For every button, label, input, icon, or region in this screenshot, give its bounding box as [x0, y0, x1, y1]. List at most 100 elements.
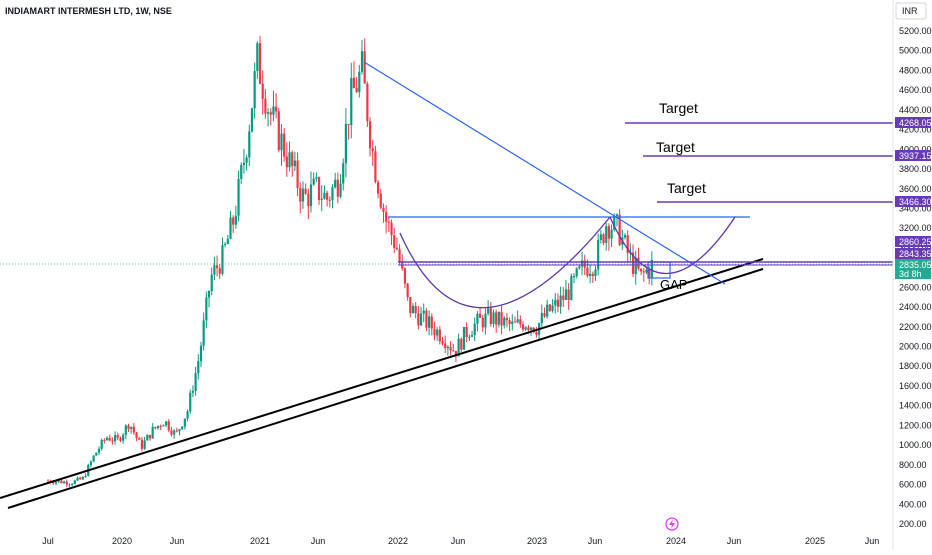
candle-body: [543, 313, 546, 317]
candles-layer: [46, 35, 653, 488]
candle-body: [605, 226, 608, 243]
time-axis[interactable]: Jul 2020 Jun 2021 Jun 2022 Jun 2023 Jun 2024 Jun 20…: [42, 536, 879, 546]
candle-body: [162, 425, 165, 427]
candle-body: [580, 260, 584, 267]
candle: [326, 190, 329, 207]
candle-body: [583, 260, 586, 268]
candle: [363, 38, 366, 84]
candle-body: [527, 327, 530, 330]
candle-body: [524, 327, 527, 330]
candle-body: [567, 289, 570, 300]
candle: [261, 70, 264, 115]
candle-body: [489, 308, 492, 324]
candle-body: [285, 156, 288, 168]
candle: [285, 142, 288, 177]
candle-body: [213, 265, 216, 275]
candle-body: [572, 276, 576, 278]
candle: [336, 172, 339, 204]
candle: [492, 309, 495, 328]
cup-curve-left[interactable]: [399, 216, 611, 309]
candle-body: [508, 320, 511, 325]
candle-body: [54, 481, 58, 484]
x-tick-label: Jun: [865, 536, 880, 546]
candle: [264, 89, 267, 119]
support-trendline-upper[interactable]: [0, 258, 764, 499]
candle-body: [465, 326, 468, 337]
currency-badge[interactable]: [895, 2, 927, 20]
candle-body: [403, 268, 407, 284]
candle-body: [320, 198, 323, 200]
candle: [205, 291, 208, 329]
candle: [283, 128, 286, 162]
price-tag-label: 2860.25: [899, 237, 932, 247]
candle: [57, 480, 60, 484]
candle: [559, 286, 562, 314]
candle: [543, 307, 546, 318]
candle: [452, 343, 455, 352]
candle: [159, 424, 162, 431]
candle-body: [60, 480, 63, 484]
candle: [538, 322, 541, 341]
candle: [46, 479, 50, 482]
candle-body: [79, 477, 82, 480]
candle: [615, 213, 619, 227]
y-tick-label: 1400.00: [899, 401, 932, 411]
candle: [634, 250, 637, 285]
candle-body: [645, 269, 648, 273]
candle: [229, 211, 232, 240]
candle-body: [52, 482, 55, 484]
candle: [84, 473, 87, 478]
candle-body: [299, 188, 302, 202]
candle: [164, 420, 168, 428]
cup-curve-right[interactable]: [609, 216, 736, 274]
candle: [151, 423, 154, 439]
support-trendline-lower[interactable]: [7, 268, 764, 509]
candle: [97, 446, 101, 456]
candle: [127, 423, 130, 432]
candle-body: [513, 321, 517, 323]
candle-body: [232, 217, 235, 225]
lightning-icon[interactable]: [665, 517, 679, 531]
candle-body: [444, 343, 447, 349]
candle: [342, 158, 345, 191]
candle: [524, 325, 527, 331]
candle: [328, 196, 331, 208]
candle-body: [462, 326, 466, 350]
candle-body: [484, 313, 487, 328]
candle-body: [140, 439, 144, 449]
candle-body: [411, 306, 415, 314]
candle: [607, 223, 611, 251]
candle-body: [81, 477, 84, 480]
candle-body: [535, 332, 538, 335]
candle-body: [326, 192, 329, 200]
candle-body: [71, 484, 74, 486]
candle-body: [589, 273, 592, 276]
candle-body: [266, 112, 270, 114]
candle: [433, 321, 436, 341]
candle-body: [100, 439, 103, 449]
candle-body: [648, 269, 651, 278]
candle: [175, 427, 178, 433]
y-tick-label: 3800.00: [899, 164, 932, 174]
candle: [387, 217, 390, 232]
candle-body: [492, 312, 495, 324]
candle-body: [253, 71, 256, 109]
candle: [551, 299, 554, 313]
candle-body: [422, 310, 425, 314]
candle: [296, 152, 299, 197]
candle-body: [406, 283, 409, 297]
candle: [253, 62, 256, 119]
price-tag: [895, 248, 931, 259]
resistance-trendline[interactable]: [363, 61, 726, 285]
candle: [457, 333, 460, 357]
y-tick-label: 4000.00: [899, 144, 932, 154]
candle: [465, 322, 468, 343]
candle-body: [323, 192, 326, 199]
candle-body: [363, 51, 366, 84]
candle-body: [377, 182, 380, 194]
candle-body: [293, 160, 297, 167]
candle-body: [122, 434, 125, 441]
candle: [570, 273, 573, 301]
